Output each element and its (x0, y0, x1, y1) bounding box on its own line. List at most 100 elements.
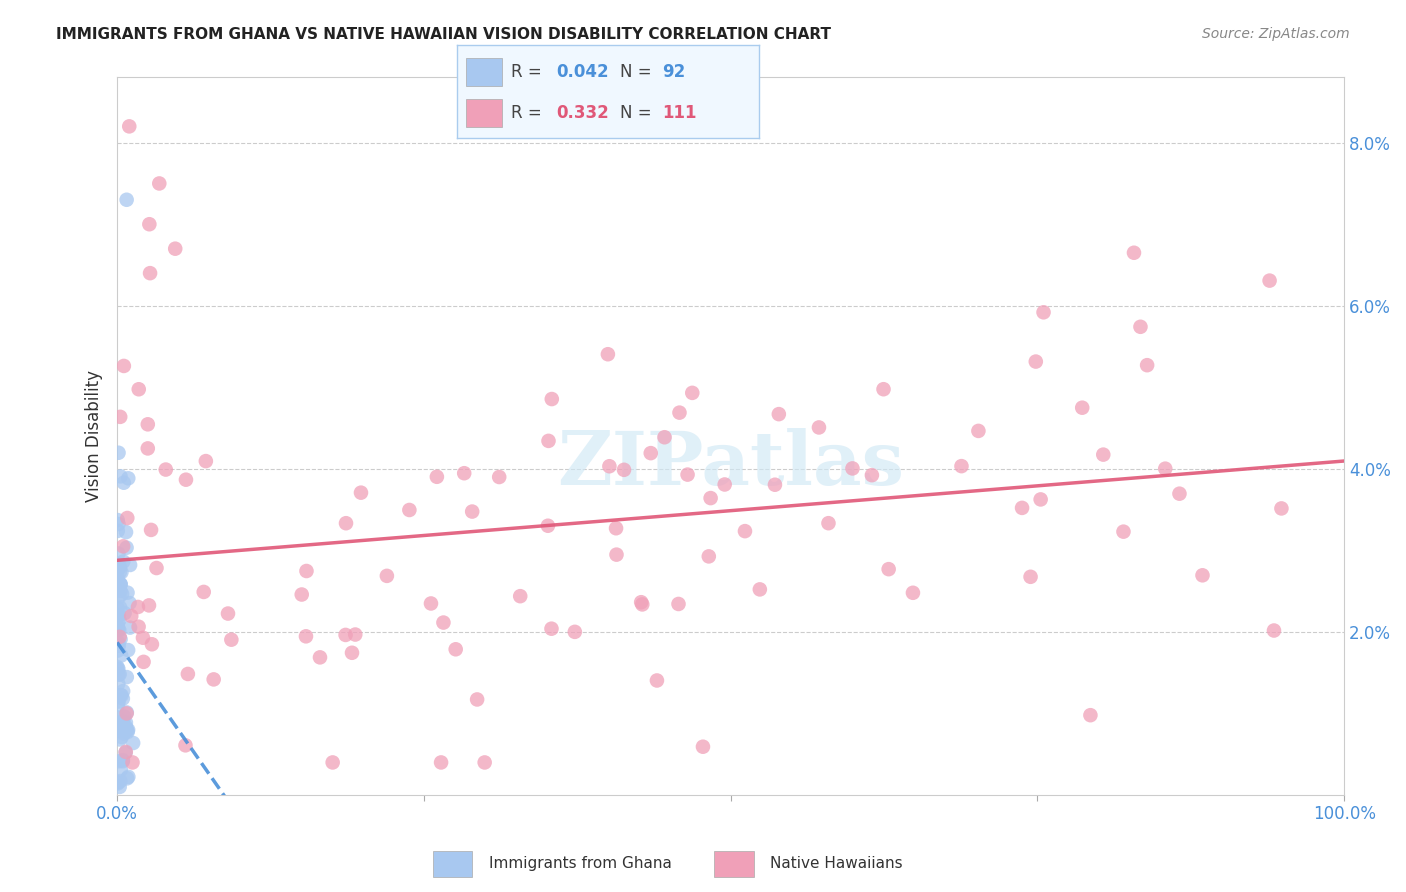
Point (105, 601, 128, 615)
Point (420, 597, 443, 611)
Point (138, 599, 160, 613)
Point (107, 677, 129, 691)
Point (111, 753, 134, 767)
Point (111, 722, 134, 736)
FancyBboxPatch shape (465, 58, 502, 86)
Point (117, 770, 139, 784)
Point (111, 730, 134, 744)
Point (309, 650, 332, 665)
Point (115, 525, 138, 540)
Text: Source: ZipAtlas.com: Source: ZipAtlas.com (1202, 27, 1350, 41)
Point (110, 632, 132, 647)
Point (114, 746, 136, 760)
Point (967, 424, 990, 438)
Point (537, 434, 560, 448)
Point (165, 242, 187, 256)
Point (145, 561, 167, 575)
Point (108, 590, 131, 604)
Point (860, 468, 883, 483)
Point (107, 615, 129, 629)
Point (202, 673, 225, 687)
Point (841, 461, 863, 475)
Point (668, 597, 690, 611)
Point (107, 571, 129, 585)
Point (107, 609, 129, 624)
Point (107, 516, 129, 531)
Point (1136, 358, 1159, 372)
Point (432, 615, 454, 630)
Point (108, 639, 131, 653)
Point (322, 756, 344, 770)
Point (108, 560, 131, 574)
Point (155, 462, 177, 476)
Point (107, 710, 129, 724)
Point (136, 442, 159, 456)
Point (108, 565, 131, 579)
Point (118, 596, 141, 610)
Point (174, 473, 197, 487)
Point (217, 607, 239, 621)
FancyBboxPatch shape (465, 99, 502, 127)
Point (110, 583, 132, 598)
Text: 111: 111 (662, 104, 697, 122)
Point (1154, 461, 1177, 475)
Point (110, 688, 132, 702)
Point (107, 619, 129, 633)
Point (107, 718, 129, 732)
Point (426, 470, 449, 484)
Point (1080, 708, 1102, 723)
Point (120, 609, 142, 624)
Point (111, 587, 134, 601)
Point (613, 463, 636, 477)
Point (118, 120, 141, 134)
Point (645, 673, 668, 688)
Text: ZIPatlas: ZIPatlas (557, 428, 904, 501)
Point (107, 723, 129, 737)
Point (713, 477, 735, 491)
Point (877, 562, 900, 576)
Point (1129, 319, 1152, 334)
Point (537, 518, 560, 533)
Point (1025, 354, 1047, 368)
Point (112, 555, 135, 569)
Text: 0.332: 0.332 (557, 104, 609, 122)
Point (115, 706, 138, 721)
Point (122, 736, 145, 750)
Point (107, 698, 129, 712)
Point (110, 763, 132, 777)
Point (108, 600, 131, 615)
Point (110, 723, 132, 738)
Point (105, 662, 128, 676)
Point (631, 598, 654, 612)
Point (115, 723, 138, 737)
Point (108, 613, 131, 627)
Point (110, 577, 132, 591)
Point (605, 521, 627, 535)
Point (114, 606, 136, 620)
Point (461, 504, 484, 518)
Point (1112, 524, 1135, 539)
Point (108, 608, 131, 623)
Point (115, 541, 138, 555)
Point (668, 406, 690, 420)
Point (444, 642, 467, 657)
Point (540, 622, 562, 636)
Point (114, 720, 136, 734)
Point (107, 623, 129, 637)
Point (654, 430, 676, 444)
Point (110, 577, 132, 591)
Point (1168, 486, 1191, 500)
Point (699, 491, 721, 505)
Point (120, 558, 142, 572)
Point (291, 587, 314, 601)
Point (177, 667, 200, 681)
Point (108, 754, 131, 768)
Point (605, 548, 627, 562)
Point (107, 621, 129, 635)
Point (121, 756, 143, 770)
Point (1071, 401, 1094, 415)
Point (110, 774, 132, 789)
Point (110, 721, 132, 735)
Point (335, 516, 357, 531)
Point (117, 725, 139, 739)
